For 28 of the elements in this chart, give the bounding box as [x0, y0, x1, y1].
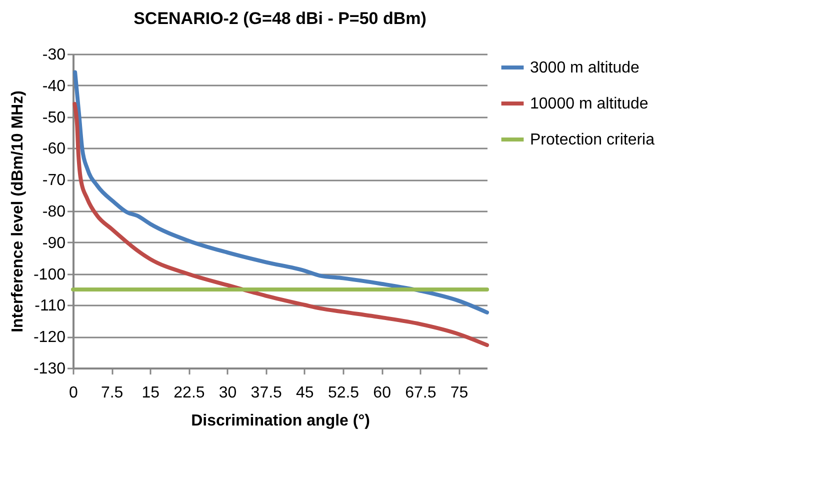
x-tick-label: 7.5: [100, 384, 124, 402]
y-tick-label: -40: [42, 78, 66, 95]
x-tick-label: 67.5: [405, 384, 436, 402]
y-tick-label: -110: [34, 298, 66, 315]
x-tick-label: 52.5: [328, 384, 360, 402]
legend-label: 10000 m altitude: [530, 96, 648, 112]
legend-label: Protection criteria: [530, 132, 655, 148]
y-tick-label: -60: [42, 140, 66, 158]
chart-title: SCENARIO-2 (G=48 dBi - P=50 dBm): [134, 9, 426, 28]
x-tick-label: 15: [142, 384, 160, 402]
y-tick-label: -50: [42, 109, 66, 126]
y-tick-label: -100: [33, 266, 66, 284]
x-tick-label: 30: [218, 384, 237, 402]
x-tick-label: 75: [450, 384, 468, 402]
legend-label: 3000 m altitude: [530, 60, 640, 76]
y-tick-label: -80: [42, 204, 66, 220]
x-tick-label: 60: [373, 384, 392, 402]
y-tick-label: -120: [33, 329, 66, 346]
x-tick-label: 22.5: [174, 384, 205, 402]
y-tick-label: -30: [42, 46, 66, 64]
x-tick-label: 0: [69, 384, 78, 402]
y-axis-title: Interference level (dBm/10 MHz): [9, 90, 26, 332]
x-axis-title: Discrimination angle (°): [191, 412, 370, 430]
x-tick-label: 45: [296, 384, 314, 402]
y-tick-label: -70: [42, 172, 66, 190]
y-tick-label: -90: [42, 234, 66, 252]
y-tick-label: -130: [33, 360, 66, 378]
x-tick-label: 37.5: [250, 384, 282, 402]
